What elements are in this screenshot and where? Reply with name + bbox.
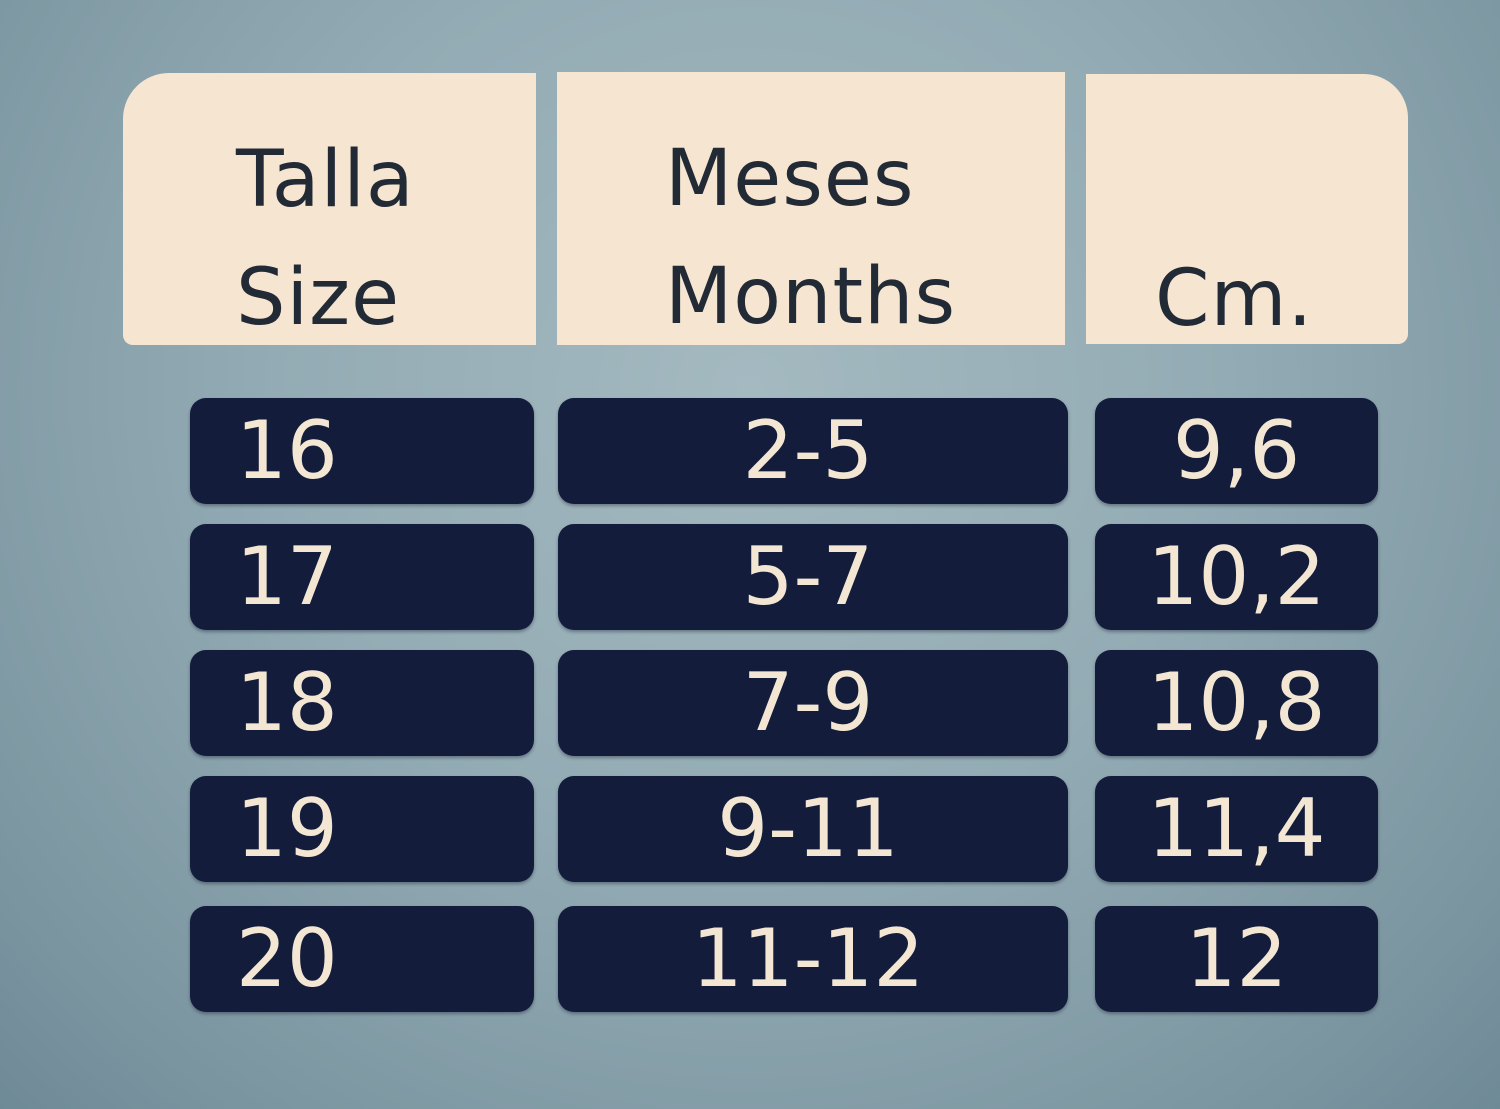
header-size-line2: Size	[236, 253, 401, 343]
cm-cell: 9,6	[1095, 398, 1378, 504]
header-months-line1: Meses	[665, 134, 915, 224]
months-cell: 7-9	[558, 650, 1068, 756]
header-size-line1: Talla	[236, 135, 415, 225]
header-months-line2: Months	[665, 252, 957, 342]
cm-cell: 10,2	[1095, 524, 1378, 630]
size-cell: 16	[190, 398, 534, 504]
cm-cell: 12	[1095, 906, 1378, 1012]
header-cm-label: Cm.	[1155, 240, 1313, 358]
cm-cell: 11,4	[1095, 776, 1378, 882]
cm-cell: 10,8	[1095, 650, 1378, 756]
size-cell: 17	[190, 524, 534, 630]
header-months-label: Meses Months	[665, 120, 956, 356]
header-cm-line1: Cm.	[1155, 254, 1314, 344]
size-cell: 18	[190, 650, 534, 756]
header-cm: Cm.	[1086, 74, 1408, 344]
months-cell: 9-11	[558, 776, 1068, 882]
header-months: Meses Months	[557, 72, 1065, 345]
header-size: Talla Size	[123, 73, 536, 345]
months-cell: 5-7	[558, 524, 1068, 630]
months-cell: 11-12	[558, 906, 1068, 1012]
size-cell: 20	[190, 906, 534, 1012]
months-cell: 2-5	[558, 398, 1068, 504]
size-cell: 19	[190, 776, 534, 882]
header-size-label: Talla Size	[236, 121, 415, 357]
